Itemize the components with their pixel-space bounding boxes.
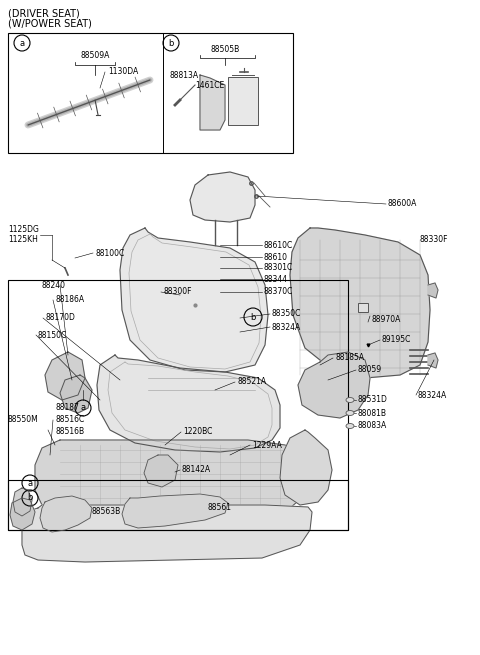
Text: (W/POWER SEAT): (W/POWER SEAT) <box>8 19 92 29</box>
Ellipse shape <box>346 398 354 403</box>
Text: 88370C: 88370C <box>264 288 293 297</box>
Text: 88186A: 88186A <box>55 295 84 305</box>
Text: b: b <box>250 312 256 322</box>
Bar <box>8 280 348 530</box>
Text: 88531D: 88531D <box>358 396 388 405</box>
Text: 88610C: 88610C <box>264 240 293 250</box>
Text: a: a <box>27 479 33 487</box>
Polygon shape <box>97 355 280 452</box>
Polygon shape <box>144 455 178 487</box>
Polygon shape <box>290 228 430 378</box>
Text: 88970A: 88970A <box>372 316 401 324</box>
Text: b: b <box>168 39 174 48</box>
Bar <box>228 77 258 125</box>
Polygon shape <box>40 496 92 532</box>
Text: 88187: 88187 <box>55 403 79 411</box>
Text: 88610: 88610 <box>264 252 288 261</box>
Text: 1130DA: 1130DA <box>108 67 138 77</box>
Text: 88240: 88240 <box>42 280 66 290</box>
Text: 88600A: 88600A <box>388 200 418 208</box>
Bar <box>8 480 348 530</box>
Text: 88081B: 88081B <box>358 409 387 417</box>
Text: 88170D: 88170D <box>45 314 75 322</box>
Text: 88330F: 88330F <box>420 236 448 244</box>
Text: 88516B: 88516B <box>55 428 84 436</box>
Polygon shape <box>10 498 35 530</box>
Polygon shape <box>122 494 228 528</box>
Text: 88301C: 88301C <box>264 263 293 272</box>
Polygon shape <box>22 505 312 562</box>
Polygon shape <box>190 172 255 222</box>
Polygon shape <box>45 352 85 400</box>
Text: 88083A: 88083A <box>358 422 387 430</box>
Bar <box>8 33 293 153</box>
Polygon shape <box>428 353 438 368</box>
Text: b: b <box>27 493 33 502</box>
Text: a: a <box>81 403 85 413</box>
Text: 88505B: 88505B <box>210 45 240 54</box>
Text: 89195C: 89195C <box>382 335 411 345</box>
Text: 88509A: 88509A <box>80 50 110 60</box>
Text: 88521A: 88521A <box>237 377 266 386</box>
Text: 88059: 88059 <box>358 365 382 375</box>
Text: 88550M: 88550M <box>8 415 39 424</box>
Text: 88813A: 88813A <box>170 71 199 79</box>
Text: 1220BC: 1220BC <box>183 428 212 436</box>
Polygon shape <box>120 228 268 372</box>
Text: 88100C: 88100C <box>95 248 124 257</box>
Text: 88142A: 88142A <box>182 466 211 474</box>
Ellipse shape <box>346 411 354 415</box>
Text: 88150C: 88150C <box>38 331 67 339</box>
Text: 88563B: 88563B <box>92 508 121 517</box>
Text: 1229AA: 1229AA <box>252 441 282 449</box>
Text: 88516C: 88516C <box>55 415 84 424</box>
Polygon shape <box>13 488 32 516</box>
Text: 88324A: 88324A <box>272 322 301 331</box>
Polygon shape <box>60 375 92 413</box>
Ellipse shape <box>346 424 354 428</box>
Text: (DRIVER SEAT): (DRIVER SEAT) <box>8 8 80 18</box>
Polygon shape <box>280 430 332 505</box>
Text: 88561: 88561 <box>208 504 232 512</box>
Text: 88185A: 88185A <box>335 354 364 362</box>
Polygon shape <box>428 283 438 298</box>
Polygon shape <box>200 75 225 130</box>
Text: a: a <box>19 39 24 48</box>
Polygon shape <box>298 352 370 418</box>
Text: 88324A: 88324A <box>418 390 447 400</box>
Polygon shape <box>35 440 310 520</box>
Text: 88350C: 88350C <box>272 310 301 318</box>
Text: 1125KH: 1125KH <box>8 236 38 244</box>
Text: 1461CE: 1461CE <box>195 81 224 90</box>
Bar <box>358 303 368 312</box>
Text: 88344: 88344 <box>264 274 288 284</box>
Text: 88300F: 88300F <box>163 288 192 297</box>
Text: 1125DG: 1125DG <box>8 225 39 234</box>
